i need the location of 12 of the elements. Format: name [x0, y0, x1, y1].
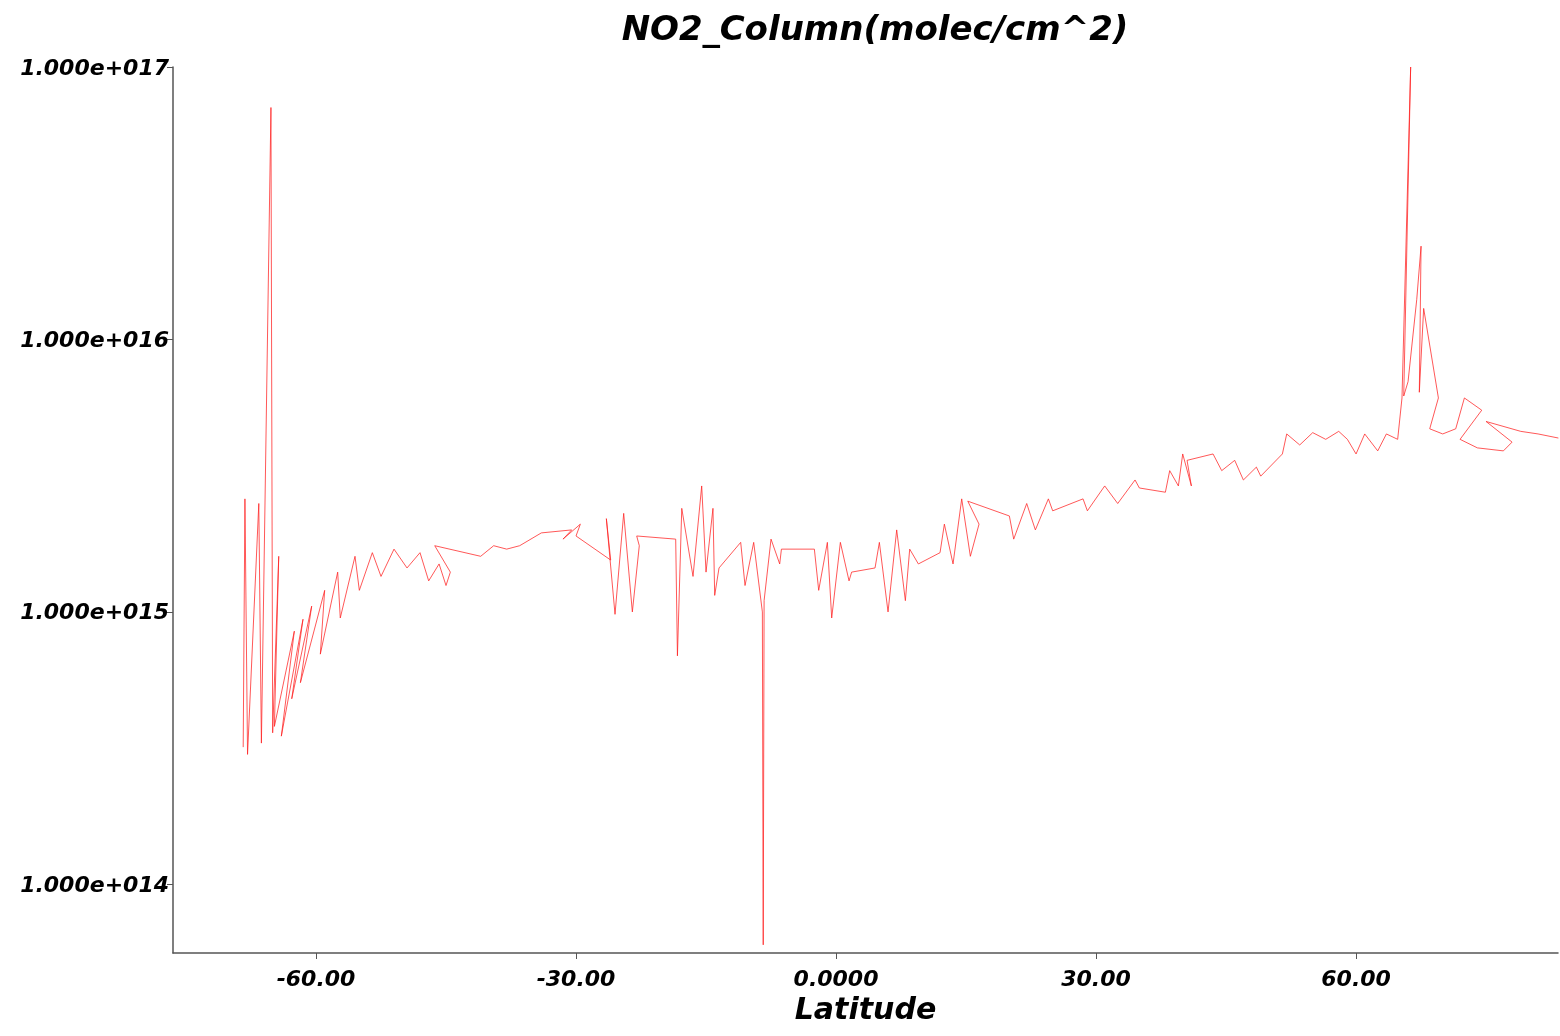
y-tick-label: 1.000e+016 [20, 326, 169, 352]
chart-title: NO2_Column(molec/cm^2) [621, 8, 1129, 48]
x-axis-title: Latitude [794, 991, 937, 1027]
x-tick-label: -30.00 [536, 965, 616, 991]
x-tick-label: 60.00 [1321, 965, 1391, 991]
x-tick-label: 30.00 [1061, 965, 1131, 991]
y-tick-label: 1.000e+015 [20, 599, 169, 625]
x-tick-label: 0.0000 [793, 965, 879, 991]
y-tick-label: 1.000e+014 [20, 871, 169, 897]
y-tick-label: 1.000e+017 [20, 54, 170, 80]
line-series [242, 66, 1559, 946]
x-tick-label: -60.00 [276, 965, 356, 991]
